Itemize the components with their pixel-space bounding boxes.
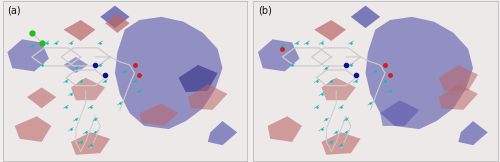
Polygon shape xyxy=(258,39,300,71)
Polygon shape xyxy=(64,20,96,41)
Polygon shape xyxy=(115,17,222,129)
Polygon shape xyxy=(322,78,356,100)
Text: (b): (b) xyxy=(258,6,272,16)
Polygon shape xyxy=(100,6,130,28)
Polygon shape xyxy=(314,20,346,41)
Polygon shape xyxy=(208,121,237,145)
Polygon shape xyxy=(178,65,218,92)
Polygon shape xyxy=(64,57,88,73)
Polygon shape xyxy=(458,121,488,145)
Polygon shape xyxy=(188,84,228,110)
Polygon shape xyxy=(268,116,302,142)
Polygon shape xyxy=(380,100,420,126)
Polygon shape xyxy=(27,87,56,108)
Polygon shape xyxy=(71,78,105,100)
Polygon shape xyxy=(351,6,380,28)
Polygon shape xyxy=(14,116,52,142)
Polygon shape xyxy=(8,39,49,71)
Polygon shape xyxy=(439,84,478,110)
Polygon shape xyxy=(105,14,130,33)
Polygon shape xyxy=(140,104,178,126)
Polygon shape xyxy=(322,132,360,155)
Polygon shape xyxy=(366,17,473,129)
Text: (a): (a) xyxy=(8,6,21,16)
Polygon shape xyxy=(439,65,478,91)
Polygon shape xyxy=(71,132,110,155)
